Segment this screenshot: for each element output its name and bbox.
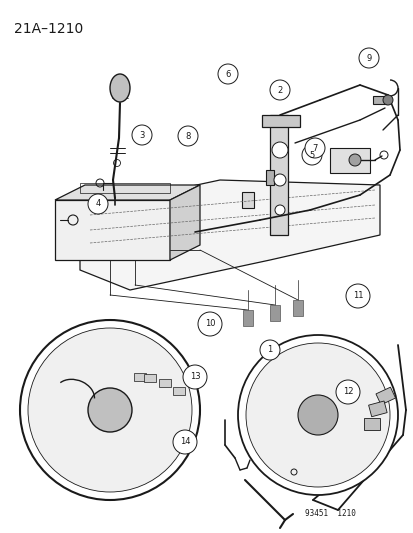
Text: 6: 6 [225, 69, 230, 78]
Circle shape [173, 430, 197, 454]
Circle shape [88, 194, 108, 214]
Polygon shape [329, 148, 369, 173]
Text: 5: 5 [309, 150, 314, 159]
Circle shape [335, 380, 359, 404]
Text: 14: 14 [179, 438, 190, 447]
Bar [292, 300, 302, 316]
Polygon shape [55, 200, 170, 260]
Circle shape [301, 145, 321, 165]
Polygon shape [80, 180, 379, 290]
Bar [172, 387, 184, 395]
Text: 4: 4 [95, 199, 100, 208]
Circle shape [28, 328, 192, 492]
Text: 12: 12 [342, 387, 352, 397]
Circle shape [183, 365, 206, 389]
Circle shape [297, 395, 337, 435]
Polygon shape [317, 415, 325, 458]
Circle shape [218, 64, 237, 84]
Bar [144, 374, 156, 382]
Polygon shape [170, 185, 199, 260]
Polygon shape [266, 170, 273, 185]
Circle shape [273, 174, 285, 186]
Circle shape [269, 80, 289, 100]
Circle shape [178, 126, 197, 146]
Polygon shape [55, 185, 199, 200]
Circle shape [259, 340, 279, 360]
Polygon shape [372, 96, 387, 104]
Circle shape [304, 138, 324, 158]
Circle shape [88, 388, 132, 432]
Circle shape [271, 142, 287, 158]
Ellipse shape [110, 74, 130, 102]
Circle shape [382, 95, 392, 105]
Circle shape [345, 284, 369, 308]
Text: 93451  1210: 93451 1210 [304, 509, 355, 518]
Bar [363, 418, 379, 430]
Text: 13: 13 [189, 373, 200, 382]
Circle shape [132, 125, 152, 145]
Circle shape [358, 48, 378, 68]
Polygon shape [261, 115, 299, 127]
Circle shape [348, 154, 360, 166]
Circle shape [20, 320, 199, 500]
Text: 8: 8 [185, 132, 190, 141]
Text: 2: 2 [277, 85, 282, 94]
Circle shape [197, 312, 221, 336]
Text: 11: 11 [352, 292, 362, 301]
Bar [242, 310, 252, 326]
Circle shape [245, 343, 389, 487]
Polygon shape [269, 420, 317, 458]
Text: 1: 1 [267, 345, 272, 354]
Bar [134, 373, 146, 381]
Polygon shape [269, 115, 287, 235]
Text: 10: 10 [204, 319, 215, 328]
Polygon shape [242, 192, 254, 208]
Bar [159, 378, 171, 386]
Bar [269, 305, 279, 321]
Bar [368, 401, 386, 417]
Text: 9: 9 [366, 53, 371, 62]
Text: 7: 7 [311, 143, 317, 152]
Circle shape [237, 335, 397, 495]
Text: 3: 3 [139, 131, 144, 140]
Circle shape [274, 205, 284, 215]
Bar [375, 387, 394, 405]
Text: 21A–1210: 21A–1210 [14, 22, 83, 36]
